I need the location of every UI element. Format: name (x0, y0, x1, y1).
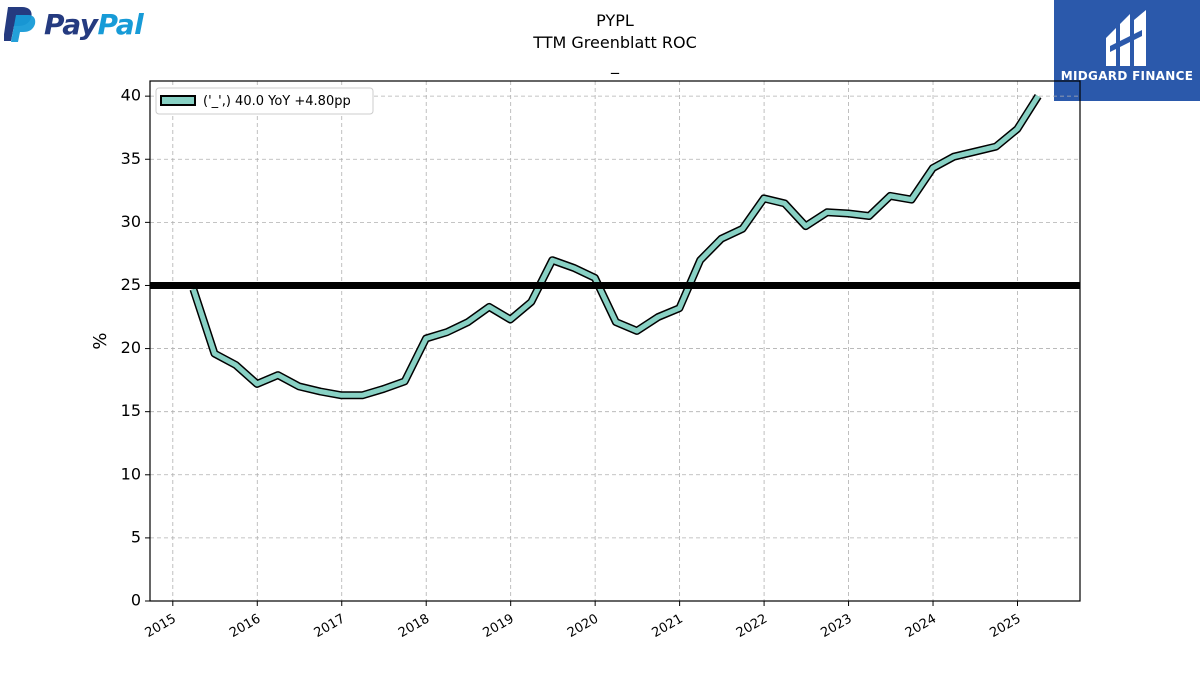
x-tick-label: 2025 (987, 611, 1023, 641)
y-tick-label: 0 (131, 591, 141, 610)
y-tick-label: 25 (121, 275, 141, 294)
x-tick-label: 2023 (818, 611, 854, 641)
midgard-mark-icon (1106, 10, 1146, 66)
chart-title-line-2: _ (610, 55, 620, 75)
legend-swatch (160, 95, 196, 106)
series-line (191, 94, 1041, 398)
grid (150, 81, 1080, 602)
x-axis: 2015 2016 2017 2018 2019 2020 2021 2022 2023 2024… (143, 601, 1023, 641)
x-tick-label: 2018 (396, 611, 432, 641)
legend: ('_',) 40.0 YoY +4.80pp (155, 87, 374, 115)
midgard-logo-text: MIDGARD FINANCE (1060, 69, 1194, 83)
x-tick-label: 2021 (649, 611, 685, 641)
y-tick-label: 35 (121, 149, 141, 168)
series-line-edge (189, 93, 1042, 400)
y-axis-label: % (90, 332, 111, 349)
x-tick-label: 2019 (481, 611, 517, 641)
paypal-logo: PayPal (4, 4, 144, 44)
y-tick-label: 10 (121, 464, 141, 483)
legend-entry-label: ('_',) 40.0 YoY +4.80pp (203, 94, 351, 109)
x-tick-label: 2016 (227, 611, 263, 641)
x-tick-label: 2017 (312, 611, 348, 641)
y-axis: 0 5 10 15 20 25 30 35 40 (121, 86, 150, 610)
legend-box (155, 87, 374, 115)
x-tick-label: 2020 (565, 611, 601, 641)
y-tick-label: 15 (121, 401, 141, 420)
chart-title-line-0: PYPL (596, 11, 634, 30)
plot-frame (149, 80, 1081, 602)
y-tick-label: 40 (121, 86, 141, 105)
y-tick-label: 30 (121, 212, 141, 231)
y-tick-label: 20 (121, 338, 141, 357)
chart-title: PYPL TTM Greenblatt ROC _ (532, 11, 697, 75)
x-tick-label: 2015 (143, 611, 179, 641)
x-tick-label: 2024 (903, 611, 939, 641)
series-layer (189, 93, 1042, 400)
y-tick-label: 5 (131, 527, 141, 546)
chart-title-line-1: TTM Greenblatt ROC (532, 33, 697, 52)
paypal-wordmark: PayPal (44, 7, 144, 41)
midgard-finance-logo: MIDGARD FINANCE (1054, 0, 1200, 101)
paypal-mark-icon (4, 7, 36, 42)
x-tick-label: 2022 (734, 611, 770, 641)
